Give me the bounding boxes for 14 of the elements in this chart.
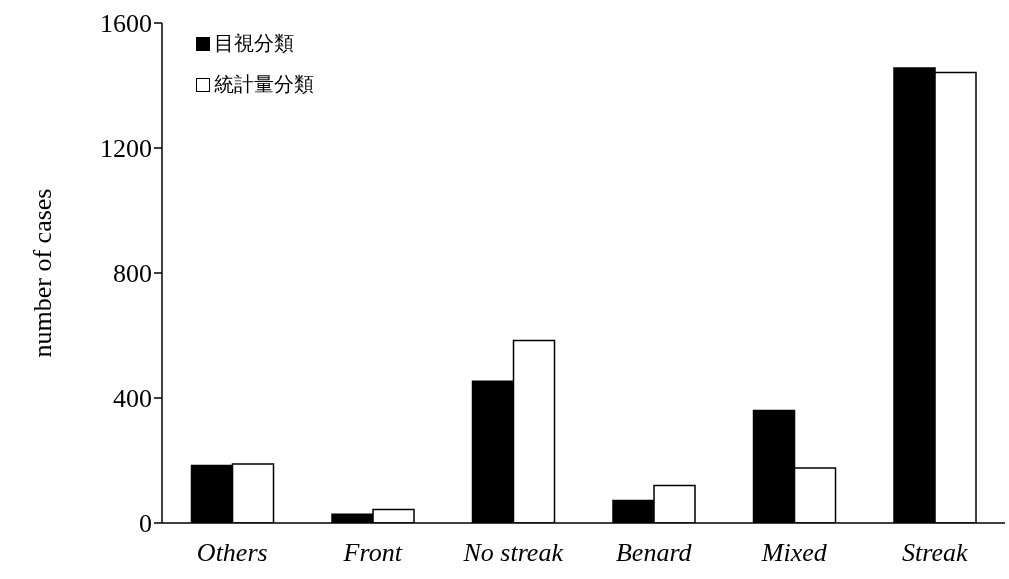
legend-label: 統計量分類 [214,71,314,98]
x-tick-label: Others [196,538,268,568]
x-tick-label: Mixed [760,538,828,568]
x-tick-label: Streak [902,538,968,568]
y-axis-title: number of cases [28,188,58,358]
y-tick-label: 1200 [100,134,152,164]
y-tick-label: 400 [113,384,152,414]
y-tick-label: 0 [139,509,152,539]
x-tick-label: No streak [462,538,564,568]
legend-label: 目視分類 [214,30,294,57]
x-tick-label: Front [342,538,403,568]
y-tick-label: 1600 [100,9,152,39]
y-tick-label: 800 [113,259,152,289]
x-tick-label: Benard [615,538,693,568]
